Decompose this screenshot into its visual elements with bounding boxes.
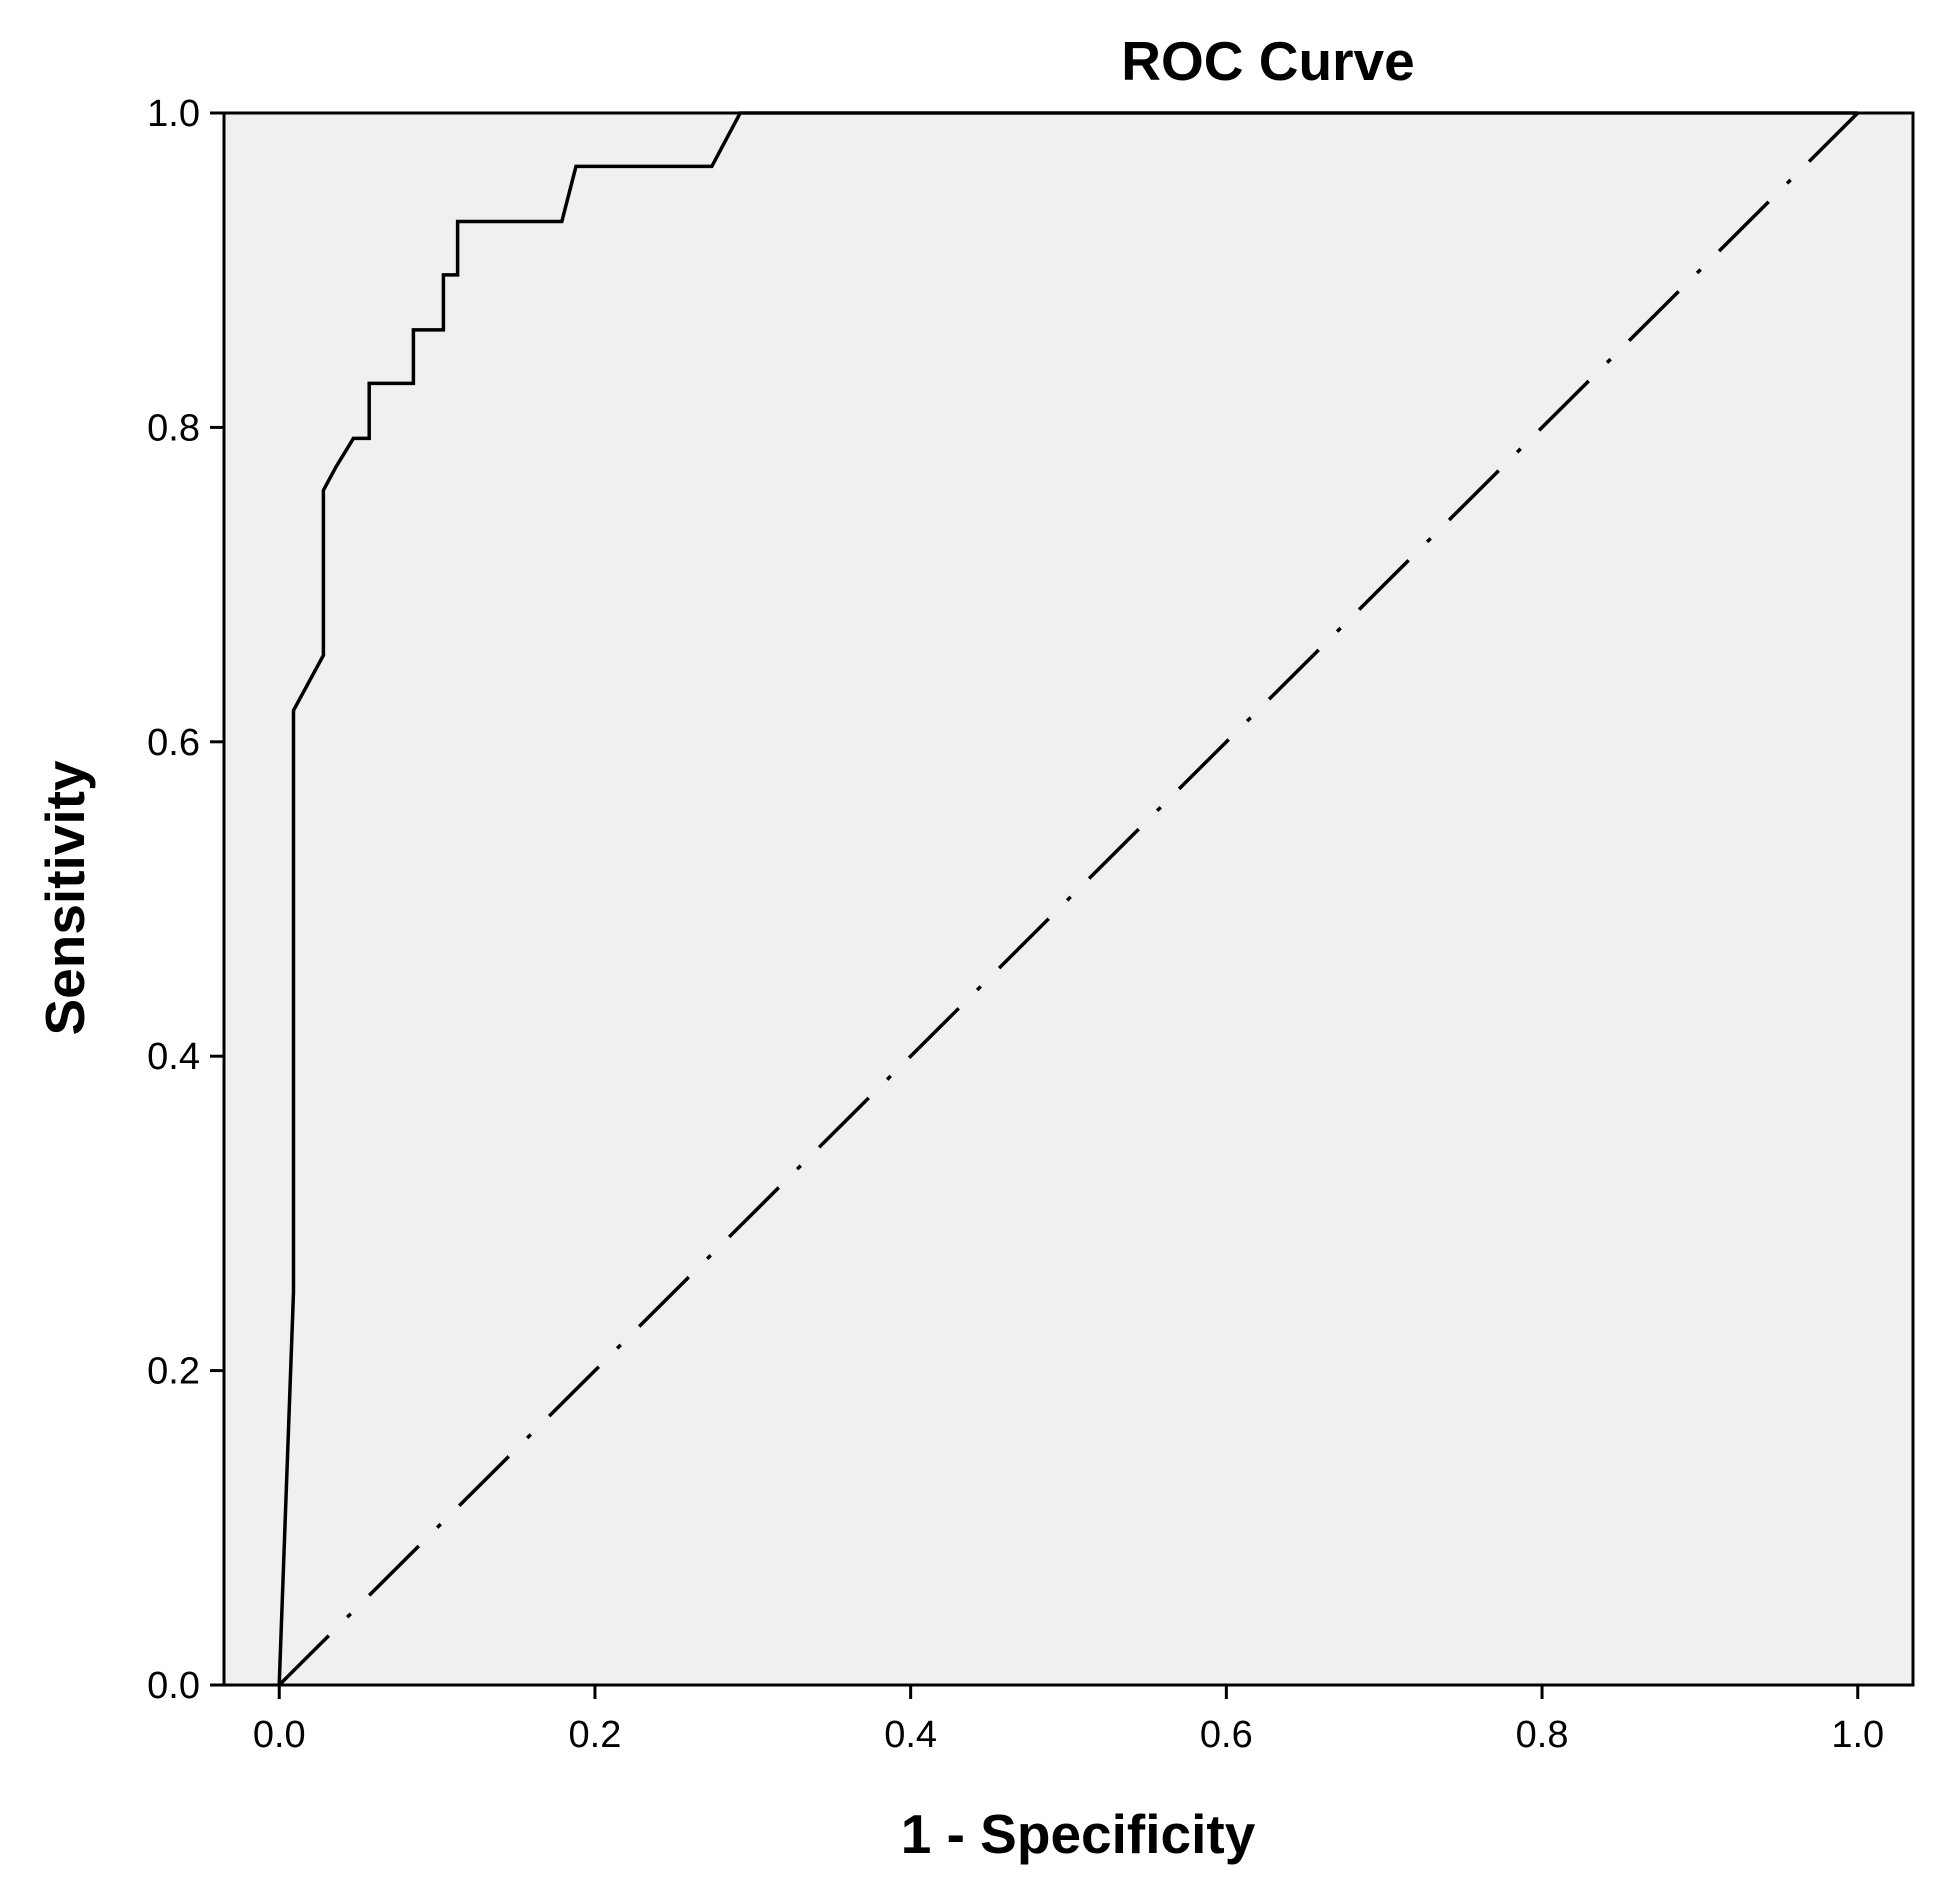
reference-diagonal-line xyxy=(277,111,1860,1687)
y-tick-label: 1.0 xyxy=(147,93,200,135)
y-axis-label: Sensitivity xyxy=(34,760,96,1036)
x-tick-label: 0.8 xyxy=(1516,1714,1569,1756)
x-tick-label: 0.4 xyxy=(884,1714,937,1756)
roc-curve-line xyxy=(277,111,1858,1686)
y-tick-label: 0.6 xyxy=(147,722,200,764)
series-layer xyxy=(277,111,1860,1687)
chart-title: ROC Curve xyxy=(1121,30,1414,92)
y-tick-label: 0.8 xyxy=(147,407,200,449)
x-tick-label: 0.2 xyxy=(569,1714,622,1756)
x-tick-label: 1.0 xyxy=(1831,1714,1884,1756)
plot-frame xyxy=(222,111,1915,1687)
x-tick-label: 0.0 xyxy=(253,1714,306,1756)
y-tick-label: 0.2 xyxy=(147,1351,200,1393)
y-tick-label: 0.0 xyxy=(147,1665,200,1707)
x-tick-label: 0.6 xyxy=(1200,1714,1253,1756)
axes-layer: 0.0 0.2 0.4 0.6 0.8 1.0 0.0 0.2 0.4 0.6 0.8 1.0 xyxy=(147,93,1884,1756)
x-axis-label: 1 - Specificity xyxy=(901,1803,1256,1865)
y-tick-label: 0.4 xyxy=(147,1036,200,1078)
